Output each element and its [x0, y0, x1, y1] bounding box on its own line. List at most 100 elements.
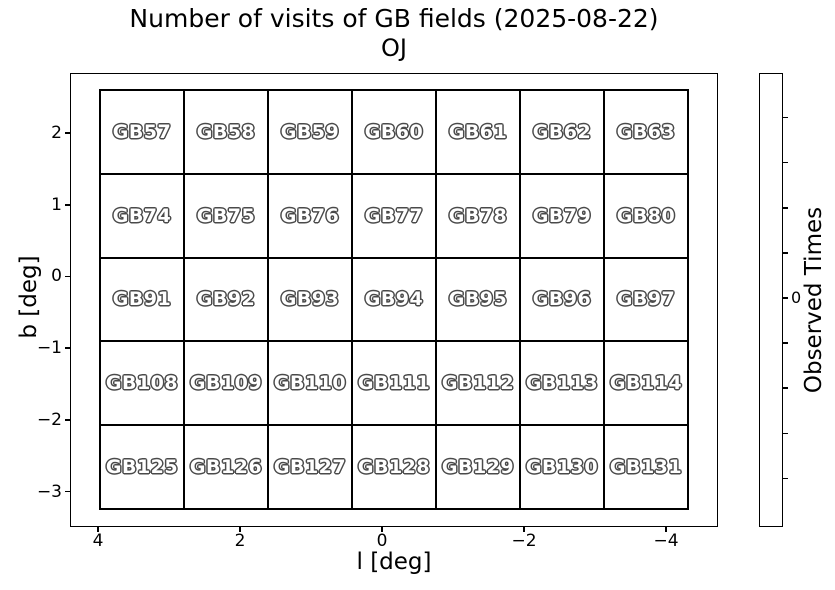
field-label: GB79	[532, 204, 592, 227]
colorbar-tick	[783, 342, 788, 344]
x-tick-label: 0	[376, 531, 388, 551]
field-label: GB111	[357, 372, 431, 395]
chart-title: Number of visits of GB fields (2025-08-2…	[129, 4, 659, 33]
field-label: GB130	[525, 456, 599, 479]
field-label: GB94	[364, 288, 424, 311]
field-cell: GB111	[352, 341, 436, 426]
field-cell: GB114	[604, 341, 688, 426]
y-tick	[65, 418, 70, 421]
field-label: GB61	[448, 120, 508, 143]
chart-subtitle: OJ	[381, 34, 407, 62]
field-label: GB127	[273, 456, 347, 479]
field-label: GB78	[448, 204, 508, 227]
field-cell: GB94	[352, 257, 436, 342]
field-cell: GB62	[520, 90, 604, 174]
field-cell: GB58	[184, 90, 268, 174]
field-cell: GB131	[604, 425, 688, 509]
field-label: GB108	[105, 372, 179, 395]
colorbar-tick	[783, 116, 788, 119]
y-tick	[65, 203, 70, 206]
field-label: GB58	[196, 120, 256, 143]
field-label: GB60	[364, 120, 424, 143]
colorbar-tick	[783, 252, 788, 254]
field-cell: GB77	[352, 173, 436, 258]
field-cell: GB108	[100, 341, 184, 426]
field-label: GB128	[357, 456, 431, 479]
field-label: GB91	[112, 288, 172, 311]
field-label: GB126	[189, 456, 263, 479]
field-cell: GB110	[268, 341, 352, 426]
field-label: GB125	[105, 456, 179, 479]
colorbar-tick-label: 0	[791, 288, 802, 307]
y-tick-label: −3	[36, 481, 62, 502]
field-cell: GB129	[436, 425, 520, 509]
field-label: GB95	[448, 288, 508, 311]
field-label: GB113	[525, 372, 599, 395]
field-cell: GB79	[520, 173, 604, 258]
field-cell: GB125	[100, 425, 184, 509]
field-cell: GB80	[604, 173, 688, 258]
field-cell: GB109	[184, 341, 268, 426]
y-axis-label: b [deg]	[16, 255, 42, 339]
colorbar	[759, 73, 783, 527]
field-cell: GB92	[184, 257, 268, 342]
field-label: GB114	[609, 372, 683, 395]
field-cell: GB128	[352, 425, 436, 509]
field-cell: GB78	[436, 173, 520, 258]
field-label: GB59	[280, 120, 340, 143]
field-label: GB131	[609, 456, 683, 479]
field-cell: GB130	[520, 425, 604, 509]
field-label: GB93	[280, 288, 340, 311]
field-label: GB96	[532, 288, 592, 311]
field-label: GB75	[196, 204, 256, 227]
y-tick	[65, 275, 70, 278]
y-tick-label: 1	[51, 194, 62, 215]
x-tick	[523, 527, 525, 532]
x-tick-label: 4	[92, 531, 104, 551]
field-label: GB110	[273, 372, 347, 395]
colorbar-tick	[783, 161, 788, 164]
colorbar-tick	[783, 206, 788, 209]
colorbar-tick	[783, 387, 788, 390]
field-cell: GB76	[268, 173, 352, 258]
field-cell: GB95	[436, 257, 520, 342]
field-label: GB109	[189, 372, 263, 395]
field-label: GB112	[441, 372, 515, 395]
x-tick-label: −4	[653, 531, 679, 551]
field-cell: GB59	[268, 90, 352, 174]
field-cell: GB113	[520, 341, 604, 426]
x-tick	[665, 527, 667, 532]
field-cell: GB57	[100, 90, 184, 174]
colorbar-label: Observed Times	[801, 206, 827, 394]
field-label: GB62	[532, 120, 592, 143]
y-tick	[65, 490, 70, 493]
field-label: GB92	[196, 288, 256, 311]
y-tick	[65, 347, 70, 349]
y-tick-label: −2	[36, 409, 62, 430]
field-label: GB77	[364, 204, 424, 227]
field-cell: GB112	[436, 341, 520, 426]
colorbar-tick	[783, 297, 788, 299]
field-cell: GB74	[100, 173, 184, 258]
field-cell: GB60	[352, 90, 436, 174]
field-grid: GB57 GB58 GB59 GB60 GB61 GB62 GB63 GB74 GB75 GB76…	[99, 89, 689, 510]
field-label: GB97	[616, 288, 676, 311]
field-label: GB74	[112, 204, 172, 227]
field-label: GB129	[441, 456, 515, 479]
x-tick	[381, 527, 383, 532]
field-cell: GB96	[520, 257, 604, 342]
field-label: GB63	[616, 120, 676, 143]
x-tick-label: 2	[234, 531, 246, 551]
field-cell: GB127	[268, 425, 352, 509]
field-cell: GB61	[436, 90, 520, 174]
field-cell: GB126	[184, 425, 268, 509]
field-label: GB76	[280, 204, 340, 227]
y-tick-label: 0	[51, 266, 62, 287]
colorbar-tick	[783, 432, 788, 435]
y-tick-label: −1	[36, 338, 62, 359]
y-tick	[65, 132, 70, 134]
x-tick-label: −2	[511, 531, 537, 551]
colorbar-tick	[783, 477, 788, 480]
field-cell: GB93	[268, 257, 352, 342]
